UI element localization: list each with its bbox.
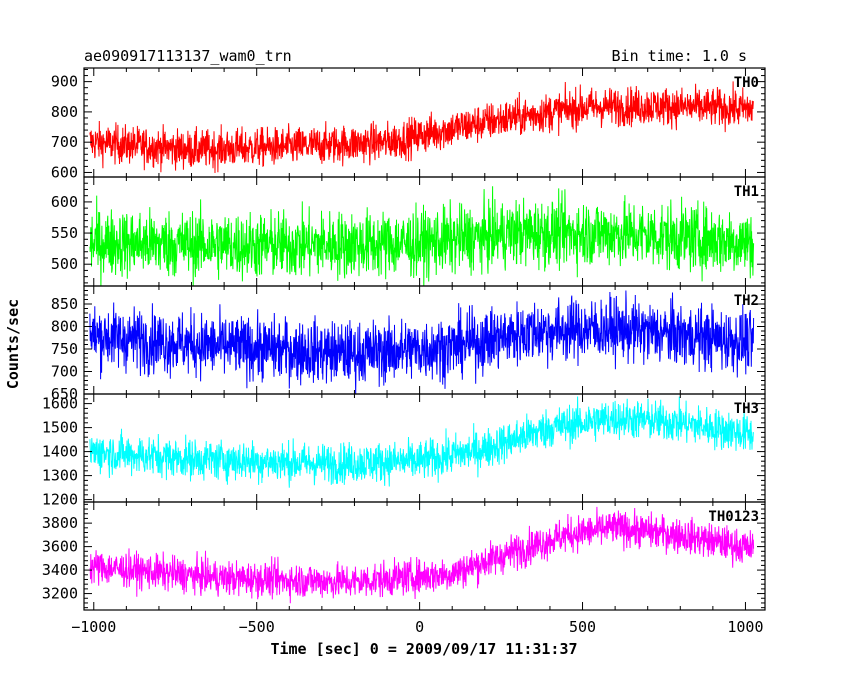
y-axis-label: Counts/sec <box>4 299 22 389</box>
x-axis-label: Time [sec] 0 = 2009/09/17 11:31:37 <box>270 640 577 658</box>
y-tick-label: 850 <box>51 295 78 313</box>
y-tick-label: 3800 <box>42 514 78 532</box>
y-tick-label: 900 <box>51 73 78 91</box>
x-axis: −1000 −500 0 500 1000 <box>71 618 763 636</box>
x-tick-label: 500 <box>569 618 596 636</box>
y-tick-label: 800 <box>51 318 78 336</box>
panels-group: 600 700 800 900 TH0 500 550 600 TH1 650 700 750 800 8… <box>42 67 766 611</box>
y-tick-label: 700 <box>51 133 78 151</box>
series-line-th3 <box>89 396 755 488</box>
y-tick-label: 800 <box>51 103 78 121</box>
series-line-th1 <box>89 186 755 286</box>
y-tick-label: 1400 <box>42 443 78 461</box>
panel-label-th2: TH2 <box>734 293 759 309</box>
y-tick-label: 3200 <box>42 585 78 603</box>
panel-th3: 1200 1300 1400 1500 1600 TH3 <box>42 393 766 509</box>
panel-frame <box>83 67 766 178</box>
y-tick-label: 3400 <box>42 561 78 579</box>
series-line-th0 <box>89 81 755 174</box>
panel-th2: 650 700 750 800 850 TH2 <box>51 285 766 403</box>
x-tick-label: −1000 <box>71 618 116 636</box>
bin-time-label: Bin time: 1.0 s <box>612 47 747 65</box>
y-tick-label: 3600 <box>42 538 78 556</box>
chart-title: ae090917113137_wam0_trn <box>84 47 292 65</box>
y-tick-label: 1300 <box>42 467 78 485</box>
panel-th1: 500 550 600 TH1 <box>51 176 766 287</box>
panel-label-th1: TH1 <box>734 184 759 200</box>
series-line-th0123 <box>89 506 755 604</box>
x-tick-label: 1000 <box>727 618 763 636</box>
y-tick-label: 500 <box>51 255 78 273</box>
y-tick-label: 650 <box>51 385 78 403</box>
y-tick-label: 600 <box>51 163 78 181</box>
y-tick-label: 1200 <box>42 491 78 509</box>
y-tick-label: 1600 <box>42 395 78 413</box>
y-tick-label: 550 <box>51 224 78 242</box>
panel-label-th0: TH0 <box>734 75 759 91</box>
panel-label-th0123: TH0123 <box>708 509 759 525</box>
x-tick-label: 0 <box>415 618 424 636</box>
x-tick-label: −500 <box>239 618 275 636</box>
series-line-th2 <box>89 290 755 394</box>
y-tick-label: 1500 <box>42 419 78 437</box>
y-tick-label: 750 <box>51 340 78 358</box>
panel-label-th3: TH3 <box>734 401 759 417</box>
panel-th0123: 3200 3400 3600 3800 TH0123 <box>42 501 766 611</box>
panel-th0: 600 700 800 900 TH0 <box>51 67 766 181</box>
y-tick-label: 600 <box>51 193 78 211</box>
y-tick-label: 700 <box>51 363 78 381</box>
